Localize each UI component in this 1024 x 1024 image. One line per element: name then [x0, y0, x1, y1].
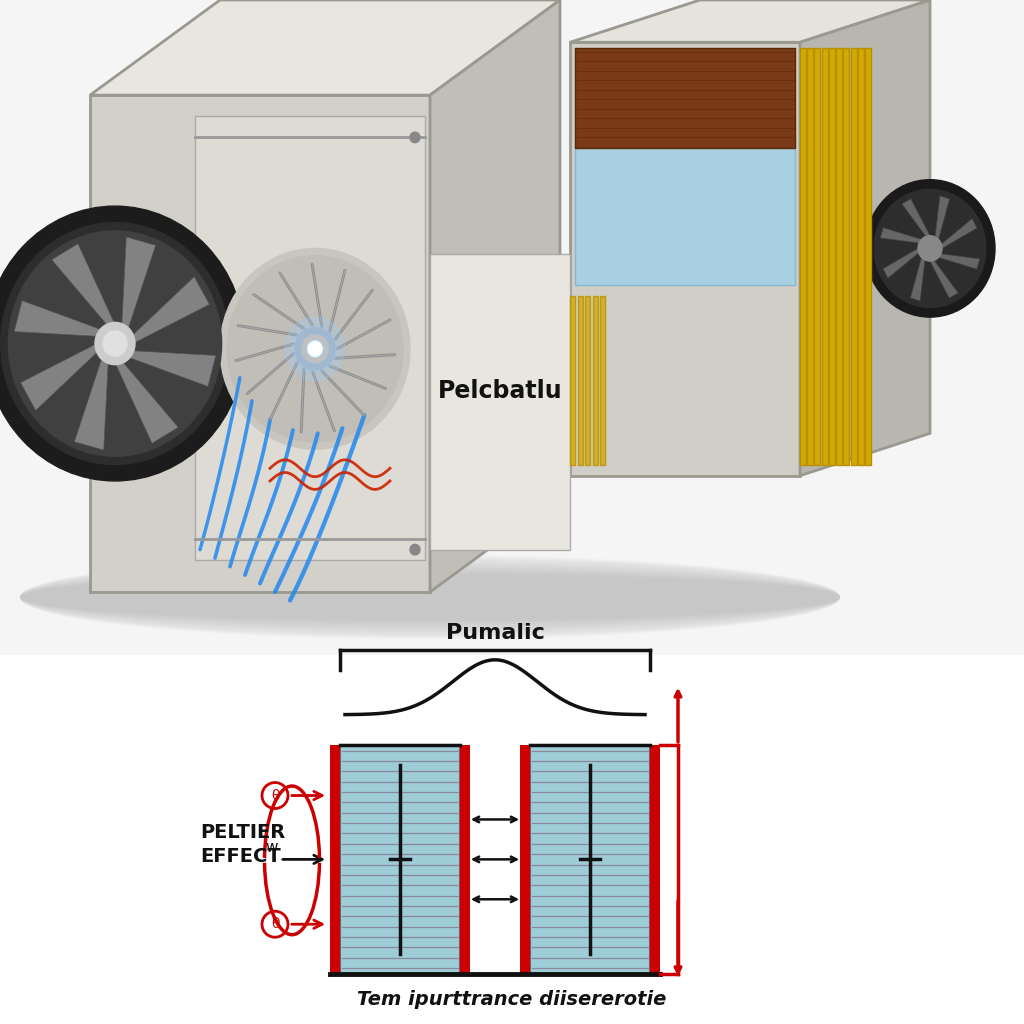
Circle shape: [301, 334, 329, 364]
Polygon shape: [115, 361, 178, 443]
Bar: [865, 47, 871, 465]
Bar: [800, 47, 806, 465]
Circle shape: [410, 132, 420, 142]
Circle shape: [307, 340, 323, 357]
Polygon shape: [52, 244, 115, 326]
Bar: [837, 47, 842, 465]
Bar: [858, 47, 864, 465]
Polygon shape: [195, 117, 425, 560]
Circle shape: [103, 331, 127, 356]
Circle shape: [95, 323, 135, 365]
Polygon shape: [883, 249, 919, 279]
Polygon shape: [128, 350, 216, 386]
Polygon shape: [930, 260, 958, 298]
Text: θ: θ: [270, 788, 280, 803]
Bar: [821, 47, 827, 465]
Circle shape: [285, 317, 345, 381]
Polygon shape: [122, 237, 156, 330]
Bar: [575, 137, 795, 286]
Circle shape: [874, 189, 986, 307]
Circle shape: [0, 206, 245, 481]
Polygon shape: [20, 343, 98, 411]
Text: Tem ipurttrance diisererotie: Tem ipurttrance diisererotie: [357, 990, 667, 1009]
Circle shape: [302, 335, 328, 362]
Polygon shape: [570, 42, 800, 476]
Polygon shape: [570, 0, 930, 42]
Text: w: w: [265, 841, 278, 855]
Bar: [460, 744, 470, 974]
Bar: [530, 744, 650, 974]
Polygon shape: [800, 0, 930, 476]
Polygon shape: [90, 95, 430, 592]
Polygon shape: [14, 301, 102, 336]
Polygon shape: [910, 257, 925, 301]
Bar: [814, 47, 820, 465]
Bar: [807, 47, 813, 465]
Bar: [844, 47, 849, 465]
Bar: [330, 744, 340, 974]
Polygon shape: [935, 196, 949, 240]
Bar: [600, 296, 605, 465]
Bar: [570, 296, 575, 465]
Polygon shape: [430, 0, 560, 592]
Circle shape: [295, 328, 335, 370]
Text: Pumalic: Pumalic: [445, 623, 545, 643]
Bar: [340, 744, 460, 974]
Polygon shape: [75, 357, 109, 451]
Bar: [585, 296, 590, 465]
Circle shape: [293, 326, 337, 372]
Polygon shape: [881, 227, 922, 243]
Bar: [851, 47, 856, 465]
Polygon shape: [902, 199, 930, 237]
Bar: [828, 47, 835, 465]
Polygon shape: [131, 276, 209, 343]
Circle shape: [227, 256, 403, 441]
Polygon shape: [938, 254, 980, 269]
Text: PELTIER
EFFECT: PELTIER EFFECT: [200, 823, 286, 865]
Bar: [430, 254, 570, 550]
Circle shape: [918, 236, 942, 261]
Circle shape: [8, 230, 221, 457]
Circle shape: [220, 249, 410, 450]
Polygon shape: [90, 0, 560, 95]
Bar: [578, 296, 583, 465]
Polygon shape: [941, 219, 977, 249]
Circle shape: [410, 545, 420, 555]
Bar: [593, 296, 597, 465]
Circle shape: [1, 222, 229, 465]
Text: Pelcbatlu: Pelcbatlu: [437, 379, 562, 403]
Text: θ: θ: [270, 918, 280, 931]
Bar: [575, 47, 795, 148]
Bar: [650, 744, 660, 974]
Circle shape: [308, 341, 322, 356]
Bar: [520, 744, 530, 974]
Circle shape: [865, 179, 995, 317]
